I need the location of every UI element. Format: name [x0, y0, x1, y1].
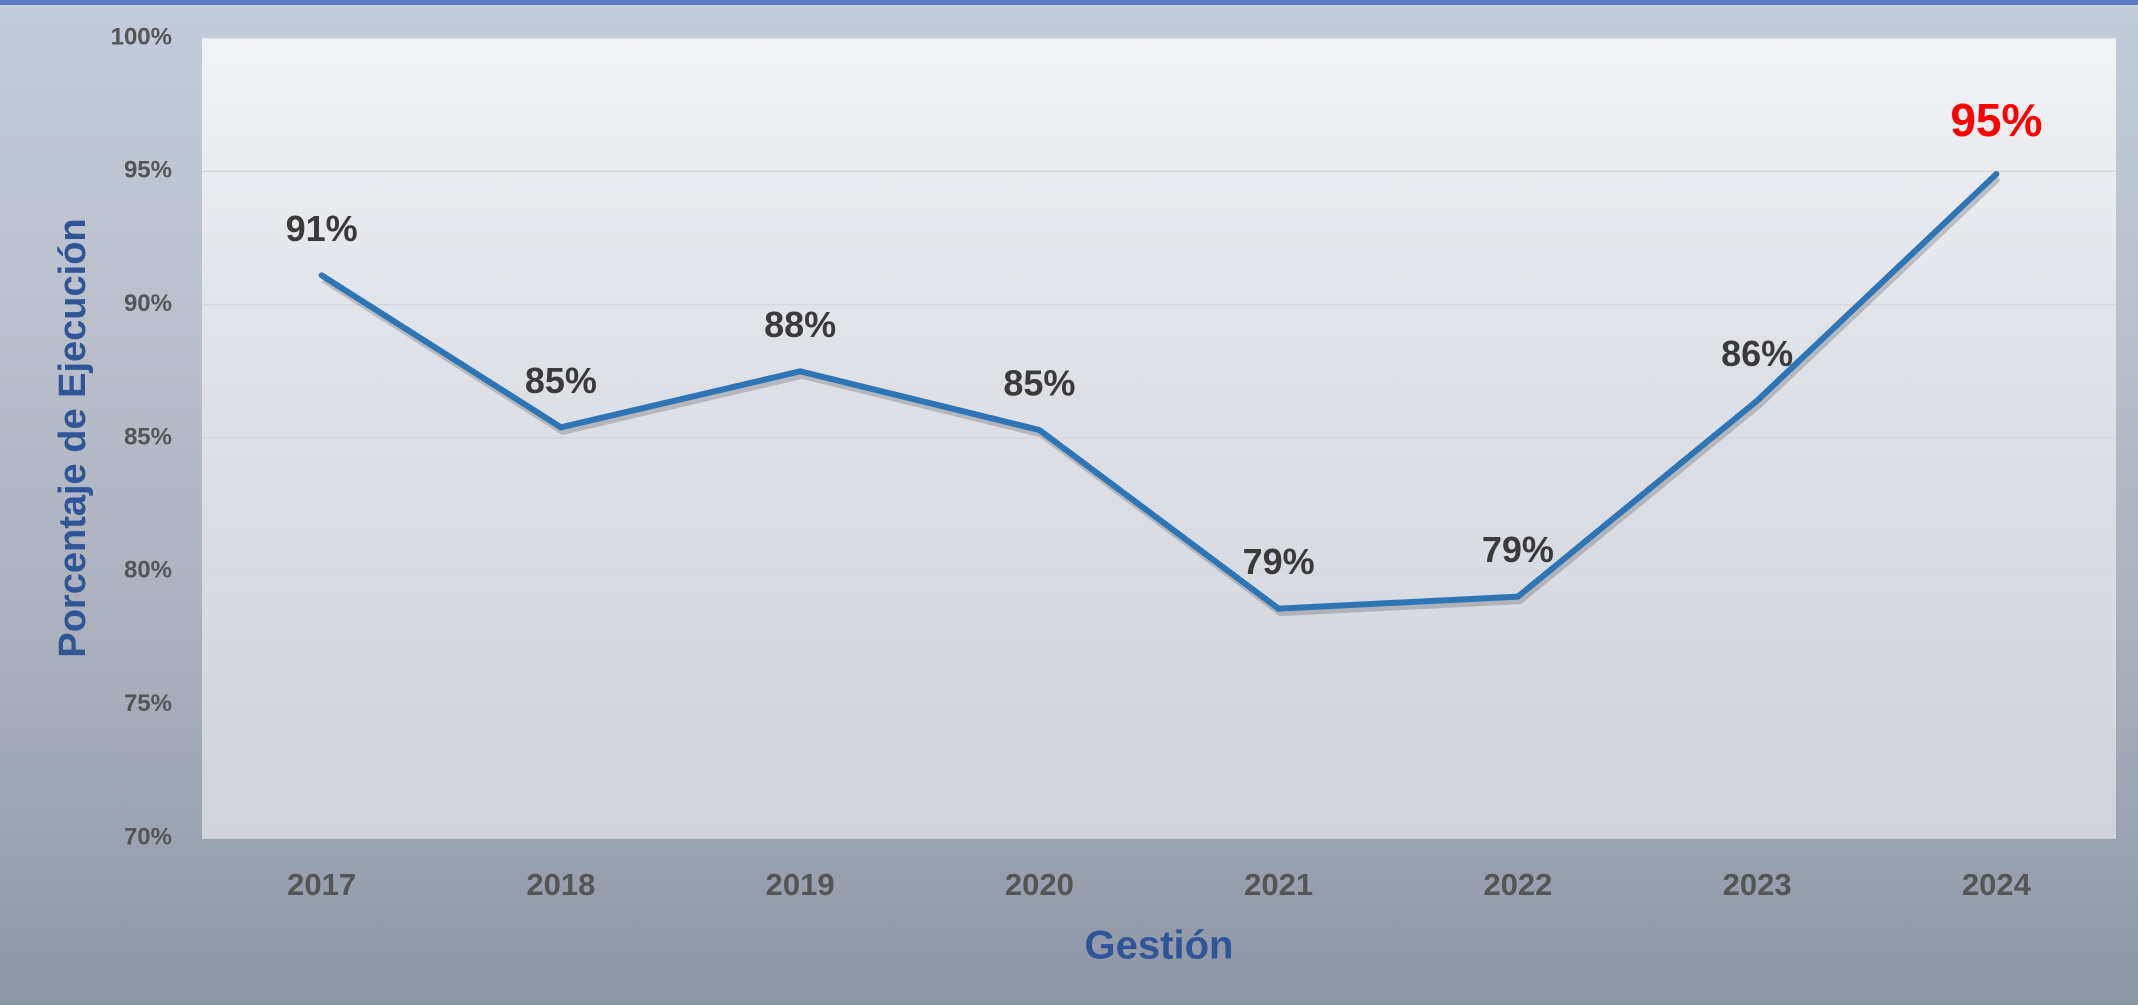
- top-border: [0, 0, 2138, 5]
- data-label: 88%: [764, 304, 836, 345]
- x-tick-label: 2024: [1962, 867, 2032, 902]
- x-tick-label: 2022: [1483, 867, 1552, 902]
- data-label: 86%: [1721, 333, 1793, 374]
- y-tick-label: 70%: [124, 823, 172, 850]
- y-tick-label: 100%: [111, 23, 172, 50]
- y-tick-label: 80%: [124, 557, 172, 584]
- x-tick-label: 2017: [287, 867, 356, 902]
- y-tick-label: 90%: [124, 290, 172, 317]
- data-label: 79%: [1243, 541, 1315, 582]
- y-tick-label: 85%: [124, 423, 172, 450]
- y-axis-title: Porcentaje de Ejecución: [52, 218, 94, 657]
- data-label: 95%: [1950, 94, 2042, 146]
- x-tick-label: 2018: [526, 867, 595, 902]
- chart: Gestión Porcentaje de Ejecución 70% 75% 80…: [0, 0, 2138, 1005]
- y-tick-label: 75%: [124, 690, 172, 717]
- data-label: 91%: [286, 208, 358, 249]
- data-label: 85%: [525, 360, 597, 401]
- x-tick-label: 2023: [1723, 867, 1792, 902]
- data-label: 79%: [1482, 529, 1554, 570]
- page: Gestión Porcentaje de Ejecución 70% 75% 80…: [0, 0, 2138, 1005]
- x-tick-label: 2019: [766, 867, 835, 902]
- y-tick-label: 95%: [124, 157, 172, 184]
- x-axis-title: Gestión: [1085, 924, 1234, 968]
- data-label: 85%: [1003, 363, 1075, 404]
- x-tick-label: 2021: [1244, 867, 1313, 902]
- x-tick-label: 2020: [1005, 867, 1074, 902]
